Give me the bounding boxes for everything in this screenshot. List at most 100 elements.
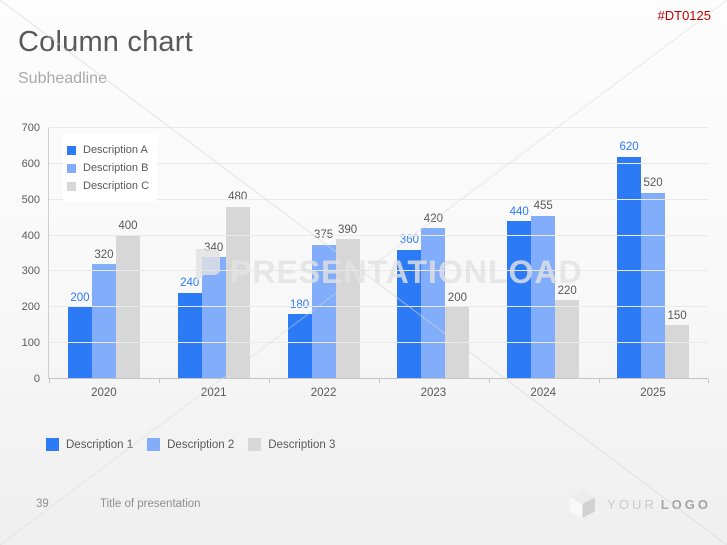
bar-wrap: 150	[665, 309, 690, 379]
y-axis-label: 700	[21, 122, 40, 134]
y-axis-label: 500	[21, 193, 40, 206]
page-number: 39	[36, 498, 49, 510]
bar-wrap: 455	[531, 200, 556, 379]
legend-swatch	[248, 438, 262, 451]
bar-wrap: 220	[555, 284, 580, 379]
y-axis-label: 600	[21, 157, 40, 170]
gridline-300	[49, 270, 708, 272]
bar	[311, 244, 336, 379]
x-axis-category: 2020	[91, 387, 117, 399]
bar-wrap: 390	[335, 224, 360, 379]
y-axis-label: 0	[33, 373, 40, 385]
legend-item: Description 3	[248, 438, 335, 451]
bar	[91, 264, 116, 379]
x-axis-category: 2024	[530, 387, 557, 399]
bar-wrap: 520	[641, 177, 666, 379]
x-axis-tick	[159, 379, 160, 383]
y-axis-label: 300	[21, 265, 40, 278]
bar-wrap: 320	[91, 248, 116, 379]
bar-wrap: 240	[177, 277, 202, 379]
gridline-200	[49, 306, 708, 308]
logo-text-light: YOUR	[607, 497, 657, 512]
y-axis-label: 100	[21, 337, 40, 350]
legend-swatch	[67, 163, 76, 173]
bar-value-label: 220	[557, 284, 577, 297]
logo-text: YOUR LOGO	[607, 497, 711, 512]
x-axis-tick	[379, 379, 380, 383]
bar-value-label: 375	[313, 229, 334, 242]
legend-item: Description 1	[46, 438, 133, 451]
x-axis-tick	[269, 379, 270, 383]
x-axis-category: 2025	[640, 387, 666, 399]
legend-label: Description 1	[66, 438, 134, 451]
x-axis-category: 2023	[420, 387, 447, 399]
x-axis-labels: 2020 2021 2022 2023 2024 2025	[49, 387, 708, 399]
x-axis-tick	[49, 379, 50, 383]
bar-value-label: 360	[399, 234, 419, 247]
bar-value-label: 340	[204, 241, 224, 254]
bar-value-label: 150	[667, 309, 687, 322]
bar-value-label: 440	[509, 205, 529, 218]
bar	[421, 228, 446, 379]
page-subtitle: Subheadline	[18, 70, 107, 87]
x-axis-category: 2022	[310, 387, 337, 399]
bar	[507, 221, 532, 379]
bar	[335, 239, 360, 379]
legend-label: Description C	[83, 180, 150, 192]
cube-icon	[570, 491, 596, 518]
x-axis-tick	[708, 379, 709, 383]
gridline-400	[49, 234, 708, 236]
legend-swatch	[67, 181, 76, 191]
placeholder-logo: YOUR LOGO	[570, 491, 711, 518]
bar	[665, 325, 690, 379]
page-title: Column chart	[18, 26, 193, 58]
bar	[287, 314, 312, 379]
x-axis-tick	[599, 379, 600, 383]
bar	[531, 215, 556, 379]
gridline-100	[49, 342, 708, 344]
x-axis-category: 2021	[200, 387, 227, 399]
x-axis-tick	[489, 379, 490, 383]
bar-wrap: 340	[201, 241, 226, 379]
bar-value-label: 200	[70, 291, 90, 304]
y-axis-label: 200	[21, 301, 40, 314]
template-code: #DT0125	[657, 8, 711, 23]
bar-wrap: 180	[287, 299, 312, 379]
chart-legend: Description A Description B Description C	[63, 134, 158, 202]
bottom-legend: Description 1 Description 2 Description 3	[46, 438, 349, 451]
bar-value-label: 320	[94, 248, 114, 261]
legend-label: Description A	[83, 144, 148, 156]
gridline-700	[49, 127, 708, 128]
bar	[617, 156, 642, 379]
bar-value-label: 400	[118, 220, 138, 233]
bar-value-label: 520	[643, 177, 663, 190]
legend-label: Description 3	[268, 438, 336, 451]
legend-item: Description B	[67, 162, 149, 174]
bar	[201, 257, 226, 379]
bar	[225, 206, 250, 379]
bar-value-label: 620	[619, 141, 639, 154]
legend-label: Description 2	[167, 438, 235, 451]
legend-label: Description B	[83, 162, 149, 174]
legend-swatch	[46, 438, 59, 451]
bar-wrap: 400	[115, 220, 140, 379]
bar-wrap: 620	[617, 141, 642, 379]
bar-value-label: 200	[447, 291, 467, 304]
legend-item: Description C	[67, 180, 149, 192]
logo-text-bold: LOGO	[660, 497, 711, 512]
column-chart: 200 320 400 240 340 480 180 375 390 360 420 200 440 4…	[22, 122, 709, 399]
bar-wrap: 375	[311, 229, 336, 379]
bar	[555, 300, 580, 379]
footer-title: Title of presentation	[100, 498, 201, 510]
legend-item: Description A	[67, 144, 149, 156]
bar-wrap: 440	[507, 205, 532, 379]
bar-value-label: 240	[180, 277, 200, 290]
bar-value-label: 455	[533, 200, 553, 213]
y-axis-label: 400	[21, 229, 40, 242]
bar-value-label: 420	[423, 212, 443, 225]
legend-swatch	[147, 438, 161, 451]
bar	[641, 192, 666, 379]
bar	[397, 249, 422, 379]
legend-swatch	[67, 145, 76, 155]
